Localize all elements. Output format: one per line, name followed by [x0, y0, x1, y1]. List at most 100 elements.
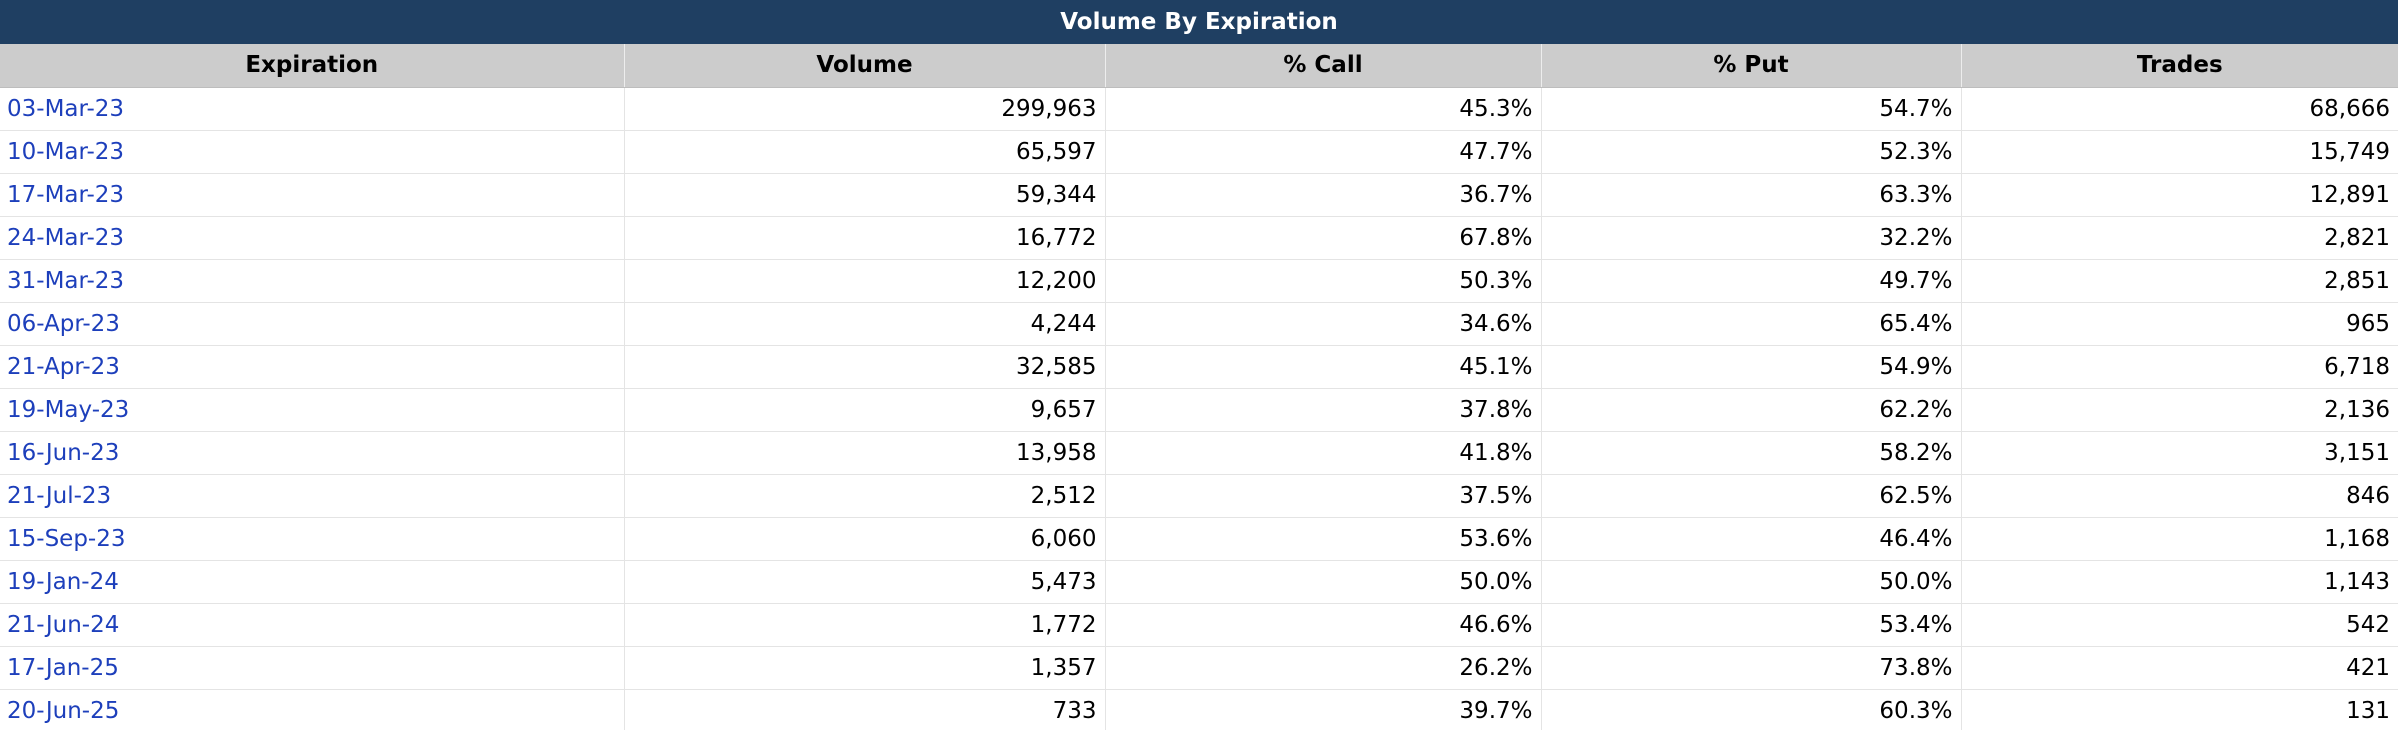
table-row: 17-Jan-25 1,357 26.2% 73.8% 421 [0, 646, 2398, 690]
expiration-cell: 19-Jan-24 [0, 560, 625, 604]
expiration-link[interactable]: 21-Jun-24 [7, 611, 120, 638]
put-percent-cell: 54.9% [1541, 345, 1962, 389]
trades-cell: 846 [1961, 474, 2398, 518]
trades-cell: 6,718 [1961, 345, 2398, 389]
put-percent-cell: 54.7% [1541, 87, 1962, 131]
column-header-volume: Volume [624, 44, 1106, 88]
table-title: Volume By Expiration [0, 0, 2398, 44]
volume-by-expiration-table: Expiration Volume % Call % Put Trades 03… [0, 44, 2398, 730]
expiration-cell: 31-Mar-23 [0, 259, 625, 303]
volume-cell: 1,357 [624, 646, 1106, 690]
trades-cell: 542 [1961, 603, 2398, 647]
expiration-cell: 21-Jun-24 [0, 603, 625, 647]
volume-cell: 1,772 [624, 603, 1106, 647]
trades-cell: 965 [1961, 302, 2398, 346]
expiration-link[interactable]: 03-Mar-23 [7, 95, 125, 122]
expiration-link[interactable]: 10-Mar-23 [7, 138, 125, 165]
put-percent-cell: 50.0% [1541, 560, 1962, 604]
expiration-link[interactable]: 21-Apr-23 [7, 353, 120, 380]
table-row: 19-May-23 9,657 37.8% 62.2% 2,136 [0, 388, 2398, 432]
trades-cell: 421 [1961, 646, 2398, 690]
volume-cell: 299,963 [624, 87, 1106, 131]
table-row: 21-Jul-23 2,512 37.5% 62.5% 846 [0, 474, 2398, 518]
put-percent-cell: 49.7% [1541, 259, 1962, 303]
table-body: 03-Mar-23 299,963 45.3% 54.7% 68,666 10-Mar-2… [0, 87, 2398, 730]
call-percent-cell: 50.0% [1105, 560, 1542, 604]
put-percent-cell: 32.2% [1541, 216, 1962, 260]
expiration-cell: 15-Sep-23 [0, 517, 625, 561]
expiration-link[interactable]: 15-Sep-23 [7, 525, 126, 552]
call-percent-cell: 67.8% [1105, 216, 1542, 260]
expiration-cell: 17-Mar-23 [0, 173, 625, 217]
expiration-link[interactable]: 19-May-23 [7, 396, 130, 423]
volume-cell: 6,060 [624, 517, 1106, 561]
volume-cell: 16,772 [624, 216, 1106, 260]
table-row: 06-Apr-23 4,244 34.6% 65.4% 965 [0, 302, 2398, 346]
table-row: 10-Mar-23 65,597 47.7% 52.3% 15,749 [0, 130, 2398, 174]
column-header-row: Expiration Volume % Call % Put Trades [0, 44, 2398, 88]
expiration-cell: 16-Jun-23 [0, 431, 625, 475]
table-row: 20-Jun-25 733 39.7% 60.3% 131 [0, 689, 2398, 730]
trades-cell: 131 [1961, 689, 2398, 730]
put-percent-cell: 60.3% [1541, 689, 1962, 730]
call-percent-cell: 50.3% [1105, 259, 1542, 303]
column-header-trades: Trades [1961, 44, 2398, 88]
volume-cell: 59,344 [624, 173, 1106, 217]
put-percent-cell: 73.8% [1541, 646, 1962, 690]
expiration-cell: 03-Mar-23 [0, 87, 625, 131]
volume-cell: 2,512 [624, 474, 1106, 518]
expiration-link[interactable]: 21-Jul-23 [7, 482, 112, 509]
put-percent-cell: 63.3% [1541, 173, 1962, 217]
expiration-cell: 20-Jun-25 [0, 689, 625, 730]
trades-cell: 2,821 [1961, 216, 2398, 260]
expiration-cell: 10-Mar-23 [0, 130, 625, 174]
expiration-link[interactable]: 20-Jun-25 [7, 697, 120, 724]
column-header-put-percent: % Put [1541, 44, 1962, 88]
volume-cell: 12,200 [624, 259, 1106, 303]
trades-cell: 1,168 [1961, 517, 2398, 561]
table-row: 21-Apr-23 32,585 45.1% 54.9% 6,718 [0, 345, 2398, 389]
volume-cell: 13,958 [624, 431, 1106, 475]
expiration-link[interactable]: 19-Jan-24 [7, 568, 119, 595]
call-percent-cell: 34.6% [1105, 302, 1542, 346]
column-header-expiration: Expiration [0, 44, 625, 88]
table-row: 31-Mar-23 12,200 50.3% 49.7% 2,851 [0, 259, 2398, 303]
put-percent-cell: 62.2% [1541, 388, 1962, 432]
expiration-link[interactable]: 17-Mar-23 [7, 181, 125, 208]
trades-cell: 68,666 [1961, 87, 2398, 131]
expiration-link[interactable]: 24-Mar-23 [7, 224, 125, 251]
expiration-link[interactable]: 31-Mar-23 [7, 267, 125, 294]
trades-cell: 2,851 [1961, 259, 2398, 303]
volume-cell: 32,585 [624, 345, 1106, 389]
call-percent-cell: 46.6% [1105, 603, 1542, 647]
put-percent-cell: 62.5% [1541, 474, 1962, 518]
trades-cell: 3,151 [1961, 431, 2398, 475]
put-percent-cell: 65.4% [1541, 302, 1962, 346]
trades-cell: 1,143 [1961, 560, 2398, 604]
put-percent-cell: 53.4% [1541, 603, 1962, 647]
table-row: 16-Jun-23 13,958 41.8% 58.2% 3,151 [0, 431, 2398, 475]
volume-cell: 733 [624, 689, 1106, 730]
table-row: 15-Sep-23 6,060 53.6% 46.4% 1,168 [0, 517, 2398, 561]
call-percent-cell: 53.6% [1105, 517, 1542, 561]
table-row: 19-Jan-24 5,473 50.0% 50.0% 1,143 [0, 560, 2398, 604]
volume-cell: 9,657 [624, 388, 1106, 432]
trades-cell: 2,136 [1961, 388, 2398, 432]
call-percent-cell: 39.7% [1105, 689, 1542, 730]
trades-cell: 12,891 [1961, 173, 2398, 217]
expiration-cell: 24-Mar-23 [0, 216, 625, 260]
expiration-link[interactable]: 06-Apr-23 [7, 310, 120, 337]
call-percent-cell: 37.8% [1105, 388, 1542, 432]
call-percent-cell: 45.3% [1105, 87, 1542, 131]
call-percent-cell: 26.2% [1105, 646, 1542, 690]
expiration-cell: 17-Jan-25 [0, 646, 625, 690]
expiration-link[interactable]: 17-Jan-25 [7, 654, 119, 681]
expiration-cell: 21-Jul-23 [0, 474, 625, 518]
call-percent-cell: 37.5% [1105, 474, 1542, 518]
expiration-cell: 21-Apr-23 [0, 345, 625, 389]
put-percent-cell: 52.3% [1541, 130, 1962, 174]
trades-cell: 15,749 [1961, 130, 2398, 174]
table-row: 24-Mar-23 16,772 67.8% 32.2% 2,821 [0, 216, 2398, 260]
expiration-link[interactable]: 16-Jun-23 [7, 439, 120, 466]
